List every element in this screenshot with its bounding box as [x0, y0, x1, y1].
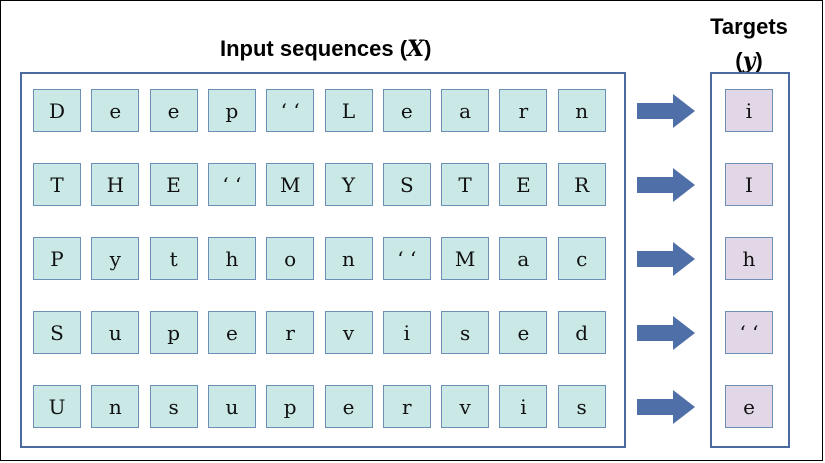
target-char-cell: ‘ ‘: [725, 311, 773, 354]
input-char-cell: M: [441, 237, 490, 280]
right-arrow-icon: [637, 390, 695, 424]
input-char-cell: e: [499, 311, 548, 354]
input-char-cell: n: [557, 89, 606, 132]
input-char-cell: e: [324, 385, 373, 428]
input-char-cell: U: [33, 385, 81, 428]
input-char-cell: s: [149, 385, 198, 428]
input-char-cell: e: [207, 311, 256, 354]
input-char-cell: p: [149, 311, 198, 354]
input-char-cell: c: [557, 237, 606, 280]
input-char-cell: a: [441, 89, 490, 132]
input-char-cell: n: [324, 237, 373, 280]
input-char-cell: t: [149, 237, 198, 280]
input-char-cell: u: [207, 385, 256, 428]
input-char-cell: D: [33, 89, 81, 132]
input-char-cell: ‘ ‘: [382, 237, 431, 280]
input-char-cell: R: [557, 163, 606, 206]
input-char-cell: S: [33, 311, 81, 354]
input-char-cell: r: [499, 89, 548, 132]
input-char-cell: P: [33, 237, 81, 280]
input-char-cell: ‘ ‘: [207, 163, 256, 206]
input-char-cell: e: [382, 89, 431, 132]
input-char-cell: S: [382, 163, 431, 206]
input-char-cell: E: [149, 163, 198, 206]
target-char-cell: i: [725, 89, 773, 132]
input-char-cell: v: [441, 385, 490, 428]
input-char-cell: v: [324, 311, 373, 354]
input-char-cell: u: [91, 311, 140, 354]
right-arrow-icon: [637, 242, 695, 276]
input-char-cell: T: [441, 163, 490, 206]
input-char-cell: a: [499, 237, 548, 280]
input-char-cell: L: [324, 89, 373, 132]
input-char-cell: r: [382, 385, 431, 428]
input-char-cell: i: [499, 385, 548, 428]
input-sequences-box: [20, 72, 626, 448]
targets-title: Targets (y): [710, 14, 788, 74]
input-char-cell: p: [266, 385, 315, 428]
input-char-cell: ‘ ‘: [266, 89, 315, 132]
input-char-cell: T: [33, 163, 81, 206]
input-char-cell: e: [149, 89, 198, 132]
target-variable: y: [742, 48, 756, 74]
input-char-cell: r: [266, 311, 315, 354]
input-char-cell: M: [266, 163, 315, 206]
input-variable: X: [407, 36, 425, 62]
input-char-cell: h: [207, 237, 256, 280]
input-char-cell: s: [441, 311, 490, 354]
input-char-cell: E: [499, 163, 548, 206]
input-char-cell: i: [382, 311, 431, 354]
right-arrow-icon: [637, 168, 695, 202]
input-char-cell: y: [91, 237, 140, 280]
input-sequences-title: Input sequences (X): [220, 36, 432, 62]
target-char-cell: e: [725, 385, 773, 428]
target-char-cell: I: [725, 163, 773, 206]
input-char-cell: H: [91, 163, 140, 206]
input-char-cell: e: [91, 89, 140, 132]
input-char-cell: s: [557, 385, 606, 428]
target-char-cell: h: [725, 237, 773, 280]
input-char-cell: o: [266, 237, 315, 280]
right-arrow-icon: [637, 316, 695, 350]
input-char-cell: d: [557, 311, 606, 354]
input-char-cell: p: [207, 89, 256, 132]
input-char-cell: n: [91, 385, 140, 428]
right-arrow-icon: [637, 94, 695, 128]
targets-box: [710, 72, 790, 448]
input-char-cell: Y: [324, 163, 373, 206]
